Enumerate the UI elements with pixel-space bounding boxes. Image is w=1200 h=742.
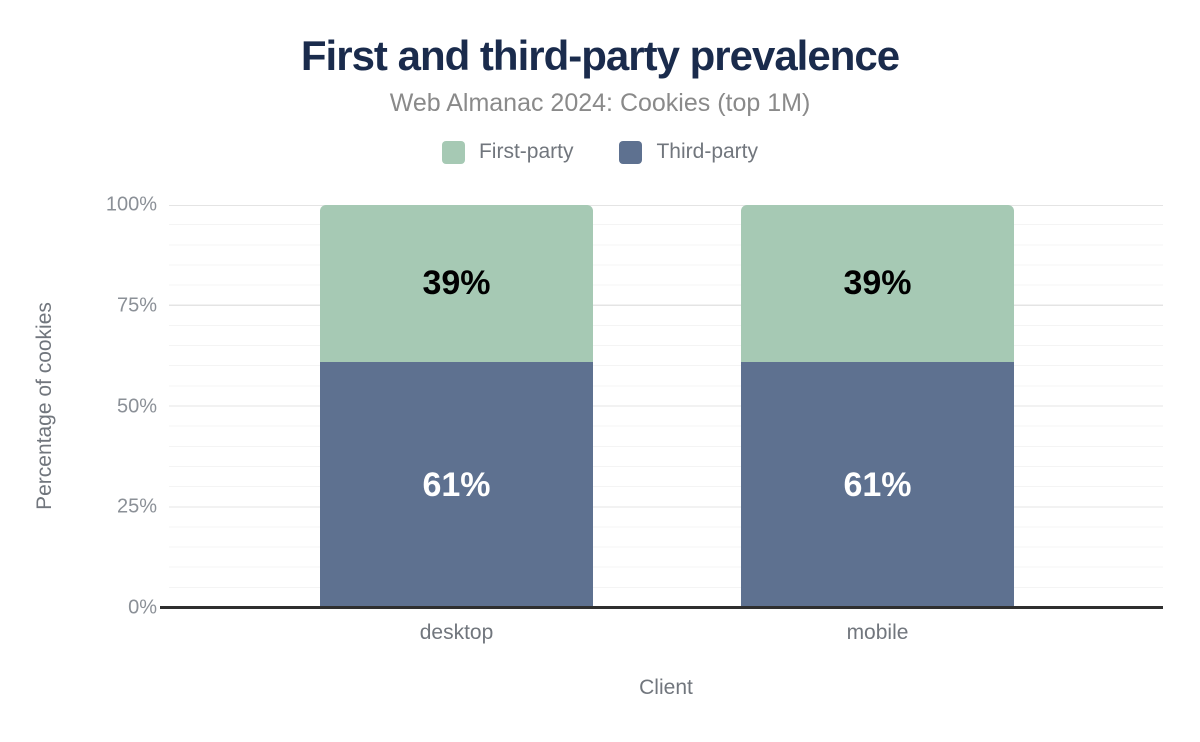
gridline-100 (169, 205, 1163, 206)
legend: First-party Third-party (0, 140, 1200, 164)
value-label: 39% (843, 264, 912, 303)
chart-title: First and third-party prevalence (300, 32, 900, 79)
legend-label: Third-party (656, 140, 759, 163)
x-axis-line (160, 606, 1163, 609)
bar-desktop: 39% 61% (320, 205, 593, 608)
legend-item-first-party[interactable]: First-party (441, 140, 574, 164)
value-label: 39% (422, 264, 491, 303)
legend-label: First-party (478, 140, 574, 163)
bar-desktop-third-party-segment[interactable]: 61% (320, 362, 593, 608)
bar-mobile: 39% 61% (741, 205, 1014, 608)
legend-item-third-party[interactable]: Third-party (619, 140, 758, 164)
value-label: 61% (843, 465, 912, 504)
y-tick-label: 25% (116, 495, 157, 518)
bar-desktop-first-party-segment[interactable]: 39% (320, 205, 593, 363)
y-tick-label: 0% (128, 596, 157, 619)
y-tick-label: 100% (105, 193, 157, 216)
first-party-swatch-icon (441, 140, 465, 164)
bar-mobile-third-party-segment[interactable]: 61% (741, 362, 1014, 608)
x-axis-title: Client (639, 676, 693, 699)
chart-subtitle: Web Almanac 2024: Cookies (top 1M) (389, 89, 811, 117)
plot-area: 100% 75% 50% 25% 0% 39% 61% 39% 61% desk… (106, 194, 1163, 699)
y-tick-label: 75% (116, 294, 157, 317)
value-label: 61% (422, 465, 491, 504)
y-axis-title: Percentage of cookies (33, 302, 56, 510)
x-tick-label-mobile: mobile (846, 621, 909, 644)
third-party-swatch-icon (619, 140, 643, 164)
bar-mobile-first-party-segment[interactable]: 39% (741, 205, 1014, 363)
x-tick-label-desktop: desktop (419, 621, 494, 644)
y-tick-label: 50% (116, 395, 157, 417)
